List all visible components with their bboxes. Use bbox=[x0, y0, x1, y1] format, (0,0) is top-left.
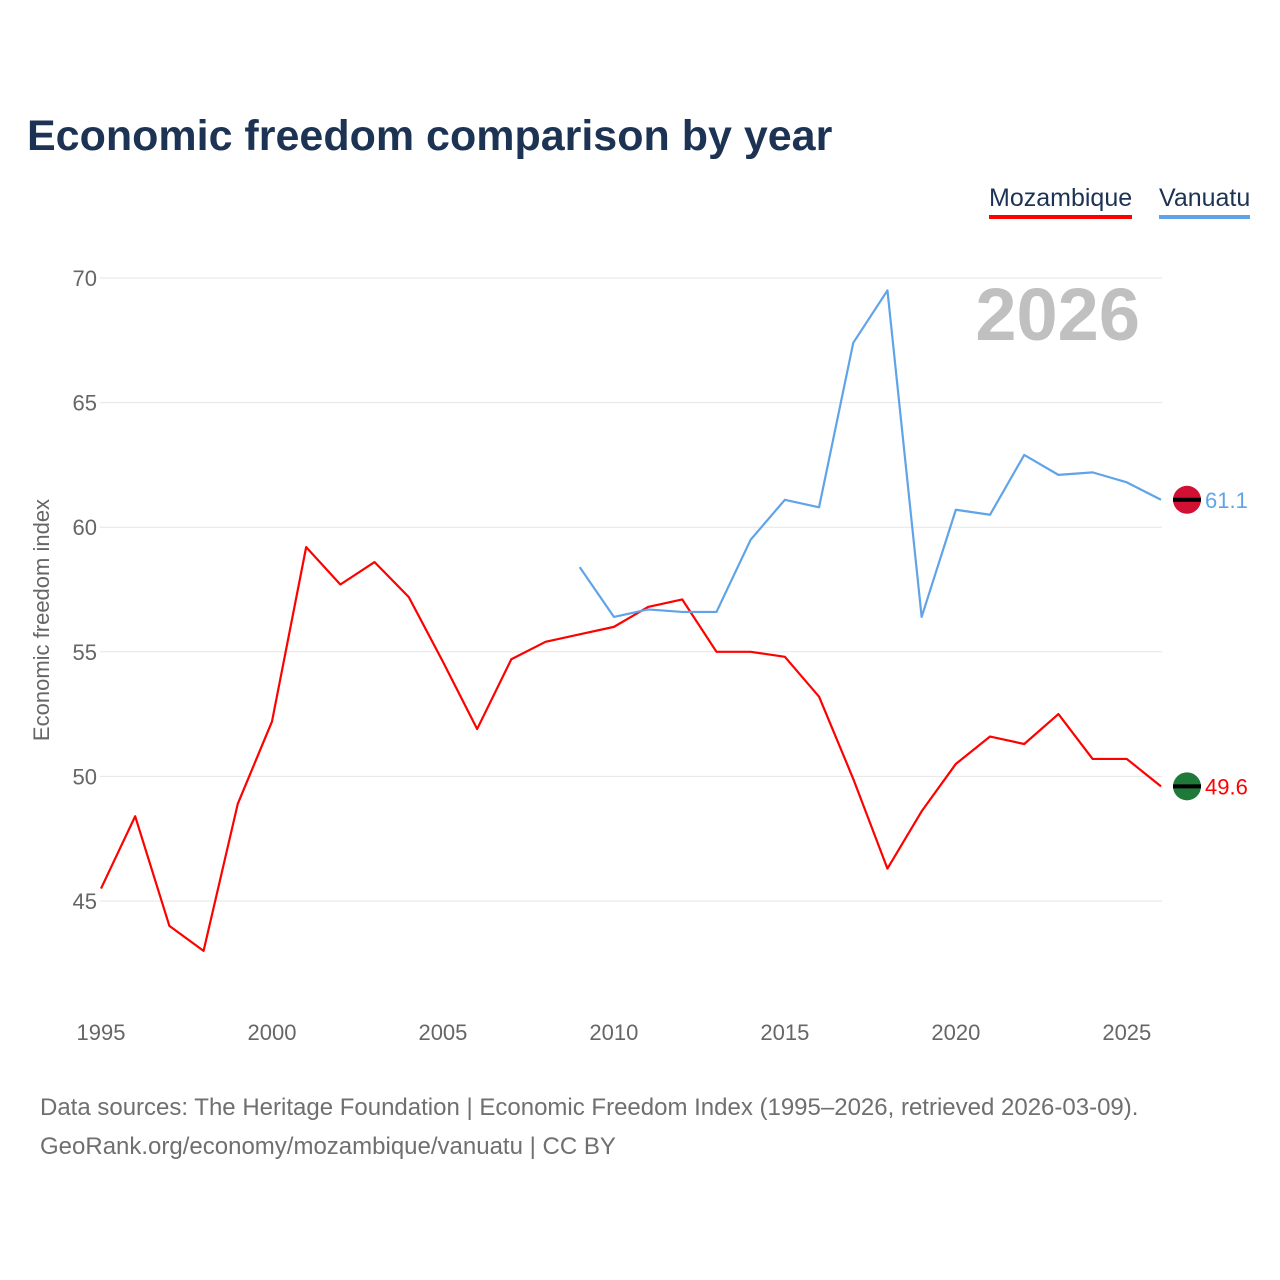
x-tick-label: 2010 bbox=[589, 1020, 638, 1045]
x-tick-label: 2000 bbox=[247, 1020, 296, 1045]
legend-vanuatu[interactable]: Vanuatu bbox=[1159, 184, 1251, 219]
x-tick-label: 1995 bbox=[77, 1020, 126, 1045]
end-value-label: 61.1 bbox=[1205, 488, 1248, 513]
x-tick-label: 2025 bbox=[1102, 1020, 1151, 1045]
y-tick-label: 45 bbox=[73, 889, 97, 914]
chart-title: Economic freedom comparison by year bbox=[27, 112, 833, 160]
x-tick-label: 2020 bbox=[931, 1020, 980, 1045]
x-tick-label: 2005 bbox=[418, 1020, 467, 1045]
flag-stripe bbox=[1173, 784, 1201, 789]
series-line-mozambique bbox=[100, 546, 1162, 952]
flag-stripe bbox=[1173, 497, 1201, 502]
source-note: Data sources: The Heritage Foundation | … bbox=[40, 1088, 1138, 1166]
source-line-2[interactable]: GeoRank.org/economy/mozambique/vanuatu |… bbox=[40, 1133, 616, 1160]
y-tick-label: 50 bbox=[73, 764, 97, 789]
series-line-vanuatu bbox=[578, 289, 1162, 619]
legend-mozambique[interactable]: Mozambique bbox=[989, 184, 1133, 219]
y-tick-label: 60 bbox=[73, 515, 97, 540]
y-tick-label: 70 bbox=[73, 266, 97, 291]
end-value-label: 49.6 bbox=[1205, 774, 1248, 799]
source-line-1: Data sources: The Heritage Foundation | … bbox=[40, 1094, 1139, 1121]
y-tick-label: 55 bbox=[73, 640, 97, 665]
y-tick-label: 65 bbox=[73, 391, 97, 416]
year-watermark: 2026 bbox=[975, 273, 1140, 356]
x-tick-label: 2015 bbox=[760, 1020, 809, 1045]
